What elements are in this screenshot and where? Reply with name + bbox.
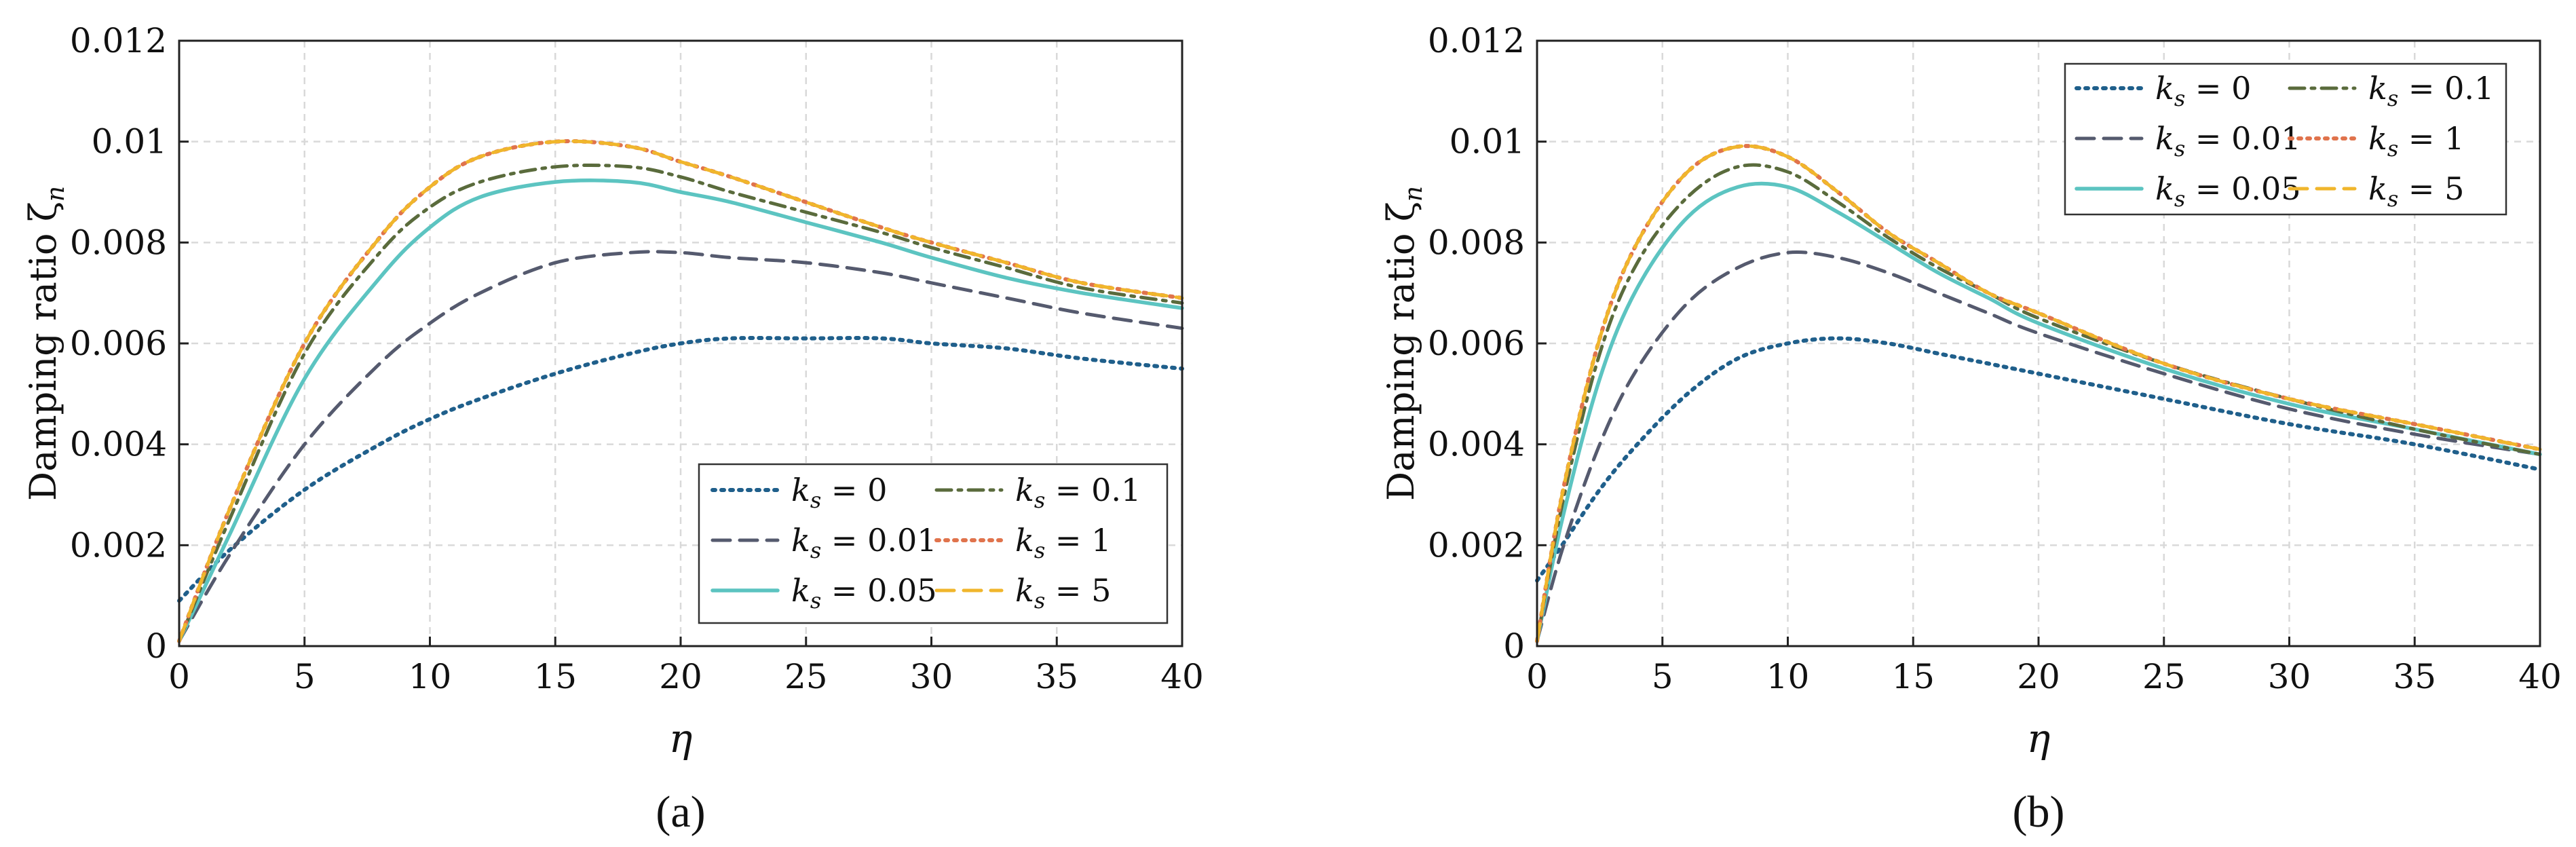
a-tick-labels: 0 5 10 15 20 25 30 35 40 0 0.002 0.004 0.006 0.008 0.0… [70, 21, 1204, 696]
a-legend-label-4: ks = 1 [1015, 522, 1111, 563]
a-ytick-label: 0.004 [70, 425, 167, 464]
a-series-line-2 [177, 178, 1184, 643]
a-ytick-label: 0 [145, 626, 167, 666]
b-legend-label-4: ks = 1 [2368, 120, 2464, 162]
b-xtick-label: 10 [1766, 657, 1810, 696]
b-series-line-1 [1535, 250, 2542, 643]
b-legend: ks = 0 ks = 0.1 ks = 0.01 ks = 1 ks = 0.05 ks… [2064, 62, 2507, 216]
a-legend-label-5: ks = 5 [1015, 572, 1111, 614]
b-xtick-label: 30 [2268, 657, 2311, 696]
a-ytick-label: 0.01 [92, 122, 167, 162]
b-legend-label-2: ks = 0.05 [2155, 170, 2301, 212]
b-series-group [1535, 144, 2542, 643]
a-caption: (a) [656, 787, 705, 837]
b-xtick-label: 40 [2518, 657, 2562, 696]
a-xtick-label: 15 [533, 657, 577, 696]
a-xlabel: η [669, 715, 693, 761]
b-legend-label-3: ks = 0.1 [2368, 70, 2494, 111]
b-xtick-label: 25 [2142, 657, 2186, 696]
a-xtick-label: 10 [409, 657, 452, 696]
a-legend-label-2: ks = 0.05 [791, 572, 937, 614]
a-series-line-5 [177, 139, 1184, 643]
panel-b: 0 5 10 15 20 25 30 35 40 0 0.002 0.004 0.006 0.008 0.0… [1380, 21, 2562, 837]
b-ylabel: Damping ratio ζn [1380, 186, 1428, 501]
a-legend-label-1: ks = 0.01 [791, 522, 937, 563]
panel-a: 0 5 10 15 20 25 30 35 40 0 0.002 0.004 0.006 0.008 0.0… [22, 21, 1204, 837]
a-ytick-label: 0.006 [70, 324, 167, 363]
b-series-line-5 [1535, 144, 2542, 643]
a-series-line-3 [177, 163, 1184, 643]
b-legend-label-0: ks = 0 [2155, 70, 2251, 111]
b-series-line-2 [1535, 181, 2542, 643]
a-xtick-label: 25 [784, 657, 828, 696]
a-legend-items: ks = 0 ks = 0.1 ks = 0.01 ks = 1 ks = 0.05 ks… [711, 472, 1141, 614]
b-xtick-label: 20 [2017, 657, 2060, 696]
a-xtick-label: 20 [659, 657, 702, 696]
b-ytick-label: 0 [1503, 626, 1525, 666]
b-ytick-label: 0.004 [1428, 425, 1525, 464]
b-legend-label-5: ks = 5 [2368, 170, 2464, 212]
b-xtick-label: 5 [1652, 657, 1673, 696]
a-xtick-label: 35 [1035, 657, 1078, 696]
b-xtick-label: 0 [1526, 657, 1548, 696]
a-series-line-0 [177, 336, 1184, 603]
b-xtick-label: 15 [1891, 657, 1935, 696]
a-xtick-label: 5 [294, 657, 316, 696]
b-legend-label-1: ks = 0.01 [2155, 120, 2301, 162]
a-series-line-1 [177, 250, 1184, 643]
a-legend-label-0: ks = 0 [791, 472, 887, 513]
a-xtick-label: 0 [168, 657, 190, 696]
a-series-group [177, 139, 1184, 643]
a-xtick-label: 40 [1160, 657, 1204, 696]
a-legend-label-3: ks = 0.1 [1015, 472, 1141, 513]
b-ytick-label: 0.002 [1428, 525, 1525, 565]
b-caption: (b) [2013, 787, 2065, 837]
a-ylabel: Damping ratio ζn [22, 186, 70, 501]
a-legend: ks = 0 ks = 0.1 ks = 0.01 ks = 1 ks = 0.05 ks… [698, 463, 1169, 624]
b-tick-labels: 0 5 10 15 20 25 30 35 40 0 0.002 0.004 0.006 0.008 0.0… [1428, 21, 2562, 696]
a-ytick-label: 0.012 [70, 21, 167, 60]
a-ytick-label: 0.008 [70, 223, 167, 262]
b-legend-items: ks = 0 ks = 0.1 ks = 0.01 ks = 1 ks = 0.05 ks… [2075, 70, 2494, 212]
b-ytick-label: 0.012 [1428, 21, 1525, 60]
b-ytick-label: 0.01 [1450, 122, 1525, 162]
a-xtick-label: 30 [910, 657, 953, 696]
b-xlabel: η [2027, 715, 2051, 761]
b-ytick-label: 0.008 [1428, 223, 1525, 262]
a-ytick-label: 0.002 [70, 525, 167, 565]
b-series-line-0 [1535, 336, 2542, 583]
b-xtick-label: 35 [2393, 657, 2436, 696]
b-ytick-label: 0.006 [1428, 324, 1525, 363]
